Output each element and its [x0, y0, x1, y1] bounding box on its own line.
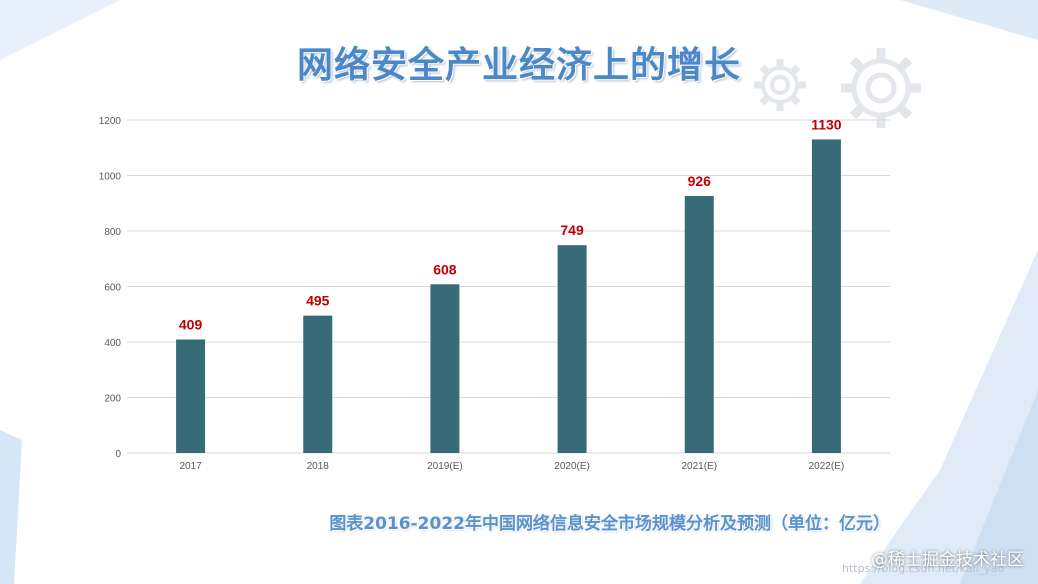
y-tick-label: 0 [115, 449, 121, 460]
y-tick-label: 600 [104, 283, 121, 294]
gear-icon [754, 59, 806, 111]
bar [303, 315, 333, 453]
bar [811, 139, 841, 454]
left-edge-decoration [0, 430, 22, 584]
y-tick-label: 200 [104, 394, 121, 405]
bar-value-label: 409 [179, 317, 203, 333]
chart-caption: 图表2016-2022年中国网络信息安全市场规模分析及预测（单位：亿元） [329, 514, 890, 534]
x-tick-label: 2017 [179, 461, 202, 472]
bottom-right-decoration [860, 250, 1038, 584]
y-axis-ticks: 0 200 400 600 800 1000 1200 [99, 116, 122, 460]
x-tick-label: 2021(E) [681, 461, 717, 472]
bar-value-label: 749 [560, 222, 584, 238]
y-tick-label: 1200 [99, 116, 122, 127]
watermark-logo: @稀土掘金技术社区 [871, 550, 1024, 570]
bar [176, 339, 206, 453]
gear-icon [841, 48, 921, 128]
x-tick-label: 2018 [307, 461, 330, 472]
bars [176, 139, 841, 454]
bar-value-label: 495 [306, 293, 330, 309]
corner-decoration-top-left [0, 0, 120, 60]
x-tick-label: 2019(E) [427, 461, 463, 472]
bar [684, 196, 714, 453]
x-tick-label: 2020(E) [554, 461, 590, 472]
corner-decoration-top-right [900, 0, 1038, 40]
y-tick-label: 400 [104, 338, 121, 349]
bar-value-label: 608 [433, 261, 457, 277]
x-tick-label: 2022(E) [809, 461, 845, 472]
value-labels: 409 495 608 749 926 1130 [179, 116, 842, 332]
bar [557, 245, 587, 453]
page-title: 网络安全产业经济上的增长 [296, 45, 741, 86]
bar [430, 284, 460, 453]
grid-lines [127, 119, 890, 454]
bottom-right-decoration-dark [960, 390, 1038, 584]
y-tick-label: 1000 [99, 172, 122, 183]
bar-value-label: 926 [688, 173, 712, 189]
y-tick-label: 800 [104, 227, 121, 238]
bar-value-label: 1130 [811, 116, 842, 132]
x-axis-ticks: 2017 2018 2019(E) 2020(E) 2021(E) 2022(E) [179, 461, 844, 472]
watermark-url: https://blog.csdn.net/kali_yao [842, 562, 1005, 575]
